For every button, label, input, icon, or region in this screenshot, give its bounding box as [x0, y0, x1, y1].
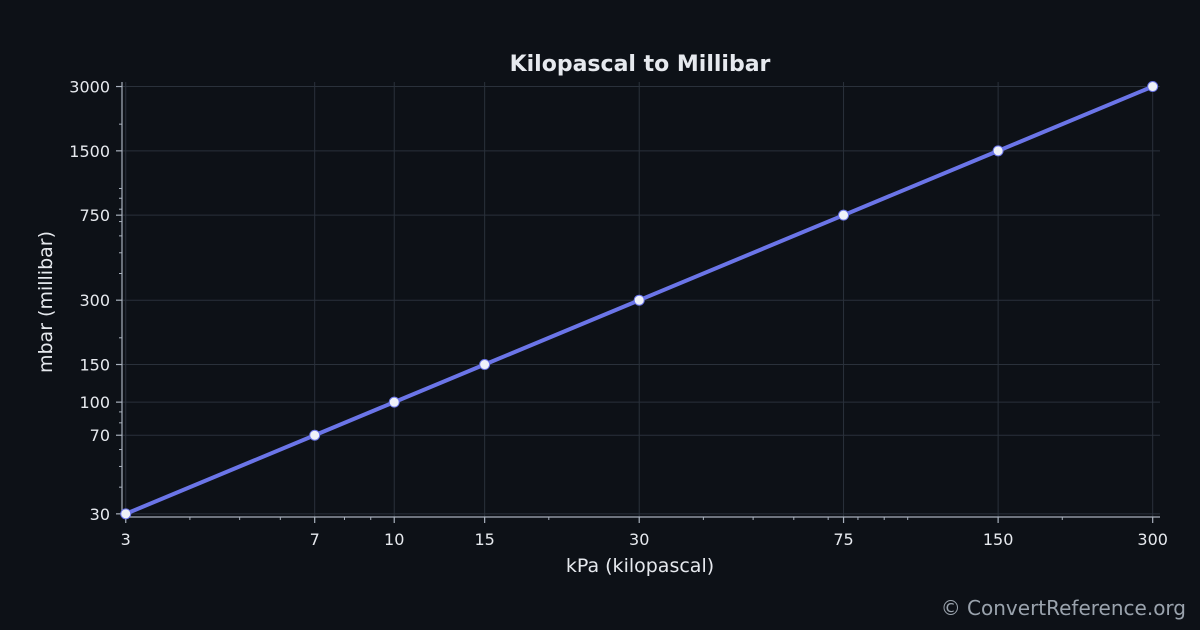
x-tick-label: 30 [629, 530, 649, 549]
series-layer [120, 81, 1159, 520]
y-tick-label: 150 [79, 356, 110, 375]
data-point [388, 396, 400, 408]
y-tick-label: 750 [79, 206, 110, 225]
data-point [1147, 81, 1159, 93]
series-line [123, 84, 1155, 516]
data-point [309, 429, 321, 441]
y-tick-label: 300 [79, 291, 110, 310]
x-tick-label: 3 [121, 530, 131, 549]
y-tick-label: 1500 [69, 142, 110, 161]
x-tick-label: 150 [983, 530, 1014, 549]
y-tick-label: 30 [90, 505, 110, 524]
x-tick-label: 7 [310, 530, 320, 549]
x-tick-label: 75 [833, 530, 853, 549]
x-tick-label: 10 [384, 530, 404, 549]
y-tick-label: 3000 [69, 78, 110, 97]
data-point [120, 508, 132, 520]
y-axis-label: mbar (millibar) [35, 231, 57, 373]
y-tick-label: 100 [79, 393, 110, 412]
y-tick-label: 70 [90, 426, 110, 445]
data-point [479, 359, 491, 371]
watermark: © ConvertReference.org [940, 596, 1186, 620]
x-axis-label: kPa (kilopascal) [566, 555, 714, 577]
chart-title: Kilopascal to Millibar [510, 52, 771, 77]
data-point [633, 294, 645, 306]
axes-layer: 3 7 10 15 30 75 150 300 30 70 100 150 300 750 1500 3000 [69, 78, 1168, 549]
data-point [992, 145, 1004, 157]
x-tick-label: 300 [1137, 530, 1168, 549]
x-tick-label: 15 [474, 530, 494, 549]
data-point [838, 209, 850, 221]
